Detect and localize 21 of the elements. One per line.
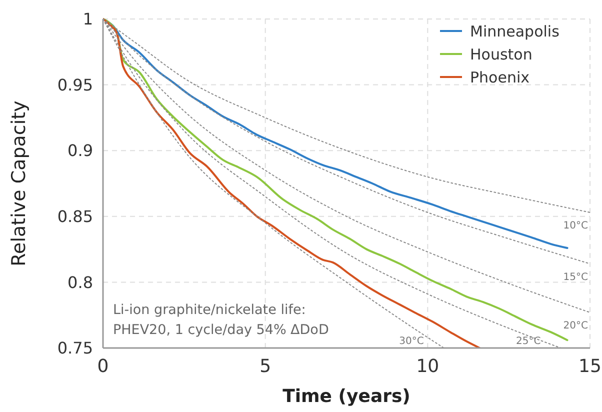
legend-label: Houston xyxy=(470,45,532,64)
series-label: 20°C xyxy=(563,320,588,332)
x-tick-label: 0 xyxy=(97,356,109,377)
y-axis-title: Relative Capacity xyxy=(8,100,30,266)
series-label: 15°C xyxy=(563,272,588,283)
y-tick-label: 0.8 xyxy=(68,272,93,292)
y-tick-label: 0.85 xyxy=(57,207,93,226)
annotation: Li-ion graphite/nickelate life: PHEV20, 1 cycle/day 54% ΔDoD xyxy=(113,302,329,338)
y-tick-label: 0.75 xyxy=(57,338,93,358)
x-tick-label: 10 xyxy=(416,356,440,377)
series-label: 10°C xyxy=(563,220,588,232)
legend-label: Phoenix xyxy=(470,68,530,86)
y-tick-label: 1 xyxy=(82,10,93,29)
legend-label: Minneapolis xyxy=(470,22,560,40)
x-tick-label: 15 xyxy=(578,356,602,377)
series-label: 25°C xyxy=(516,336,541,347)
x-tick-label: 5 xyxy=(260,356,272,377)
y-tick-label: 0.9 xyxy=(68,141,93,160)
series-label: 30°C xyxy=(399,336,424,347)
y-tick-label: 0.95 xyxy=(57,75,93,94)
x-axis-title: Time (years) xyxy=(282,386,410,407)
